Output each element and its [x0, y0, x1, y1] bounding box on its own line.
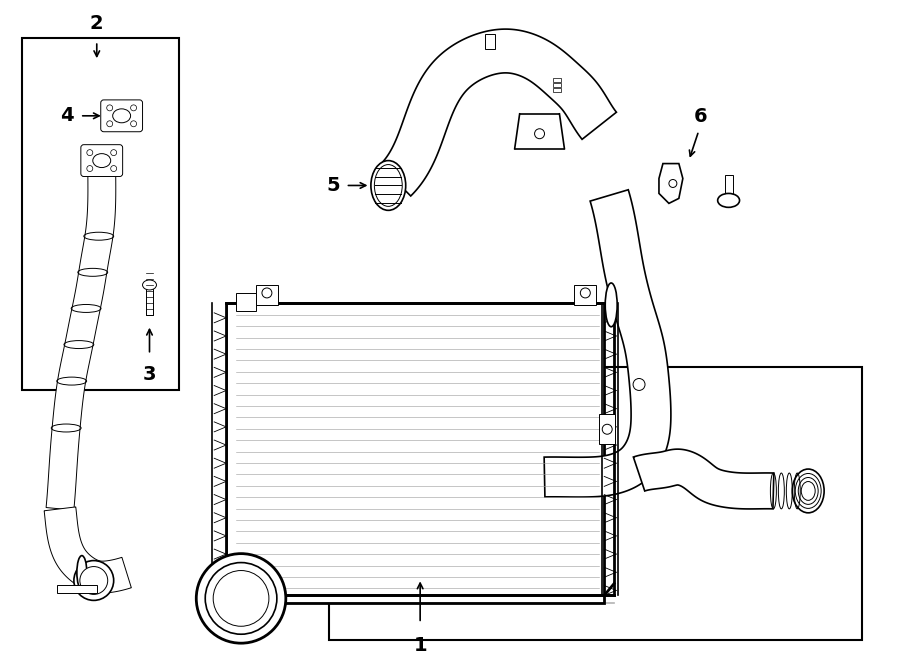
Circle shape	[86, 150, 93, 156]
Circle shape	[580, 288, 590, 298]
Circle shape	[535, 128, 544, 139]
Circle shape	[602, 424, 612, 434]
Polygon shape	[634, 449, 774, 509]
Bar	[22, 38, 179, 390]
Text: 4: 4	[60, 107, 74, 125]
Ellipse shape	[76, 555, 86, 589]
Circle shape	[633, 379, 645, 391]
Bar	[236, 293, 256, 311]
Bar	[554, 83, 562, 87]
Bar	[329, 367, 862, 640]
Circle shape	[107, 105, 112, 111]
Bar	[724, 175, 733, 195]
Circle shape	[669, 179, 677, 187]
Bar	[554, 78, 562, 82]
Circle shape	[205, 563, 277, 634]
Bar	[599, 414, 616, 444]
Text: 1: 1	[413, 636, 427, 655]
Circle shape	[74, 561, 113, 600]
Polygon shape	[380, 29, 617, 196]
Circle shape	[80, 567, 108, 594]
Ellipse shape	[792, 469, 824, 513]
Bar	[57, 585, 97, 593]
Text: 3: 3	[143, 365, 157, 383]
Ellipse shape	[605, 283, 617, 327]
Text: 6: 6	[694, 107, 707, 126]
Ellipse shape	[142, 280, 157, 290]
Circle shape	[130, 120, 137, 126]
Circle shape	[86, 166, 93, 171]
Text: 2: 2	[90, 14, 104, 33]
Text: 5: 5	[327, 176, 340, 195]
Circle shape	[111, 150, 117, 156]
Circle shape	[196, 553, 286, 643]
Circle shape	[111, 166, 117, 171]
Circle shape	[213, 571, 269, 626]
Ellipse shape	[717, 193, 740, 207]
FancyBboxPatch shape	[81, 145, 122, 177]
Bar	[554, 88, 562, 92]
Polygon shape	[544, 190, 670, 497]
Polygon shape	[659, 164, 683, 203]
Circle shape	[107, 120, 112, 126]
Bar	[256, 285, 278, 305]
Polygon shape	[46, 170, 116, 510]
Ellipse shape	[93, 154, 111, 167]
FancyBboxPatch shape	[101, 100, 142, 132]
Bar	[574, 285, 597, 305]
Circle shape	[262, 288, 272, 298]
Circle shape	[130, 105, 137, 111]
Polygon shape	[44, 507, 131, 593]
Bar	[485, 34, 495, 49]
Ellipse shape	[112, 109, 130, 122]
Bar	[146, 285, 154, 315]
Bar	[226, 303, 604, 603]
Ellipse shape	[371, 161, 406, 211]
